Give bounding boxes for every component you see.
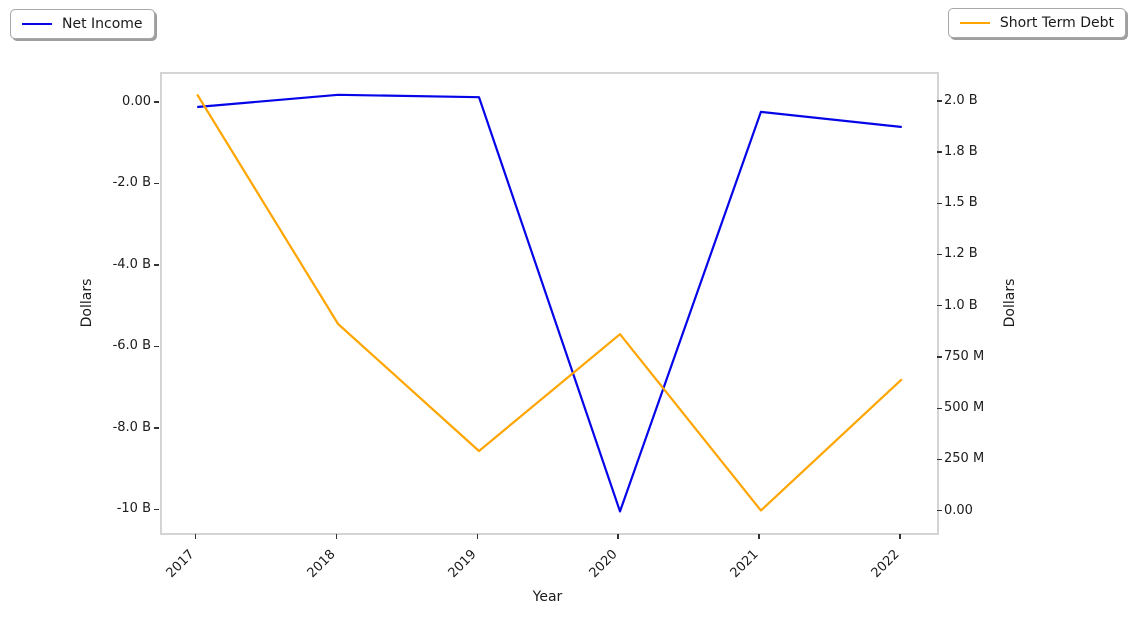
ytick-right-label: 500 M (944, 400, 985, 416)
xtick-mark (194, 534, 197, 539)
xtick-label: 2017 (163, 547, 198, 582)
xtick-mark (617, 534, 619, 539)
net-income-line (197, 93, 902, 513)
ytick-right-label: 1.8 B (944, 143, 978, 159)
ytick-right-label: 1.0 B (944, 297, 978, 313)
xtick-mark (899, 534, 901, 539)
ytick-right-label: 2.0 B (944, 92, 978, 108)
xtick-label: 2021 (727, 547, 762, 582)
ytick-left-mark (154, 345, 159, 348)
ytick-right-label: 250 M (944, 451, 985, 467)
line-chart-canvas (196, 93, 903, 513)
xtick-mark (758, 534, 760, 539)
xtick-label: 2022 (868, 547, 903, 582)
ytick-left-mark (154, 264, 159, 266)
legend-short-term-debt: Short Term Debt (947, 8, 1126, 38)
ytick-right-mark (937, 202, 942, 205)
ytick-left-mark (154, 182, 159, 185)
ytick-right-label: 1.2 B (944, 246, 978, 262)
xtick-label: 2018 (304, 547, 339, 582)
ytick-right-mark (937, 510, 942, 512)
xtick-mark (335, 534, 338, 539)
y-axis-label-left: Dollars (79, 278, 95, 328)
ytick-right-label: 750 M (944, 348, 985, 364)
legend-net-income-label: Net Income (62, 16, 143, 32)
y-axis-label-right: Dollars (1002, 278, 1018, 328)
xtick-label: 2019 (445, 547, 480, 582)
x-axis-label: Year (532, 589, 563, 605)
net-income-line-swatch (22, 23, 52, 25)
short-term-debt-line (196, 93, 903, 512)
ytick-right-mark (937, 458, 942, 461)
ytick-right-mark (937, 100, 942, 102)
ytick-right-mark (937, 305, 942, 307)
plot-area (160, 72, 939, 535)
ytick-left-label: -4.0 B (112, 256, 151, 272)
ytick-left-label: -10 B (116, 501, 151, 517)
ytick-left-label: -6.0 B (112, 338, 151, 354)
legend-net-income: Net Income (10, 9, 155, 39)
ytick-left-label: 0.00 (122, 93, 151, 109)
ytick-left-mark (154, 101, 159, 103)
ytick-right-label: 0.00 (944, 502, 973, 518)
short-term-debt-line-swatch (959, 22, 990, 24)
legend-short-term-debt-label: Short Term Debt (999, 15, 1114, 31)
ytick-left-mark (154, 427, 159, 429)
ytick-right-label: 1.5 B (944, 195, 978, 211)
ytick-right-mark (937, 253, 942, 256)
ytick-left-label: -8.0 B (112, 419, 151, 435)
ytick-left-label: -2.0 B (112, 175, 151, 191)
ytick-right-mark (937, 356, 942, 358)
ytick-right-mark (937, 407, 942, 409)
xtick-mark (476, 534, 478, 539)
ytick-right-mark (937, 151, 942, 153)
ytick-left-mark (154, 508, 159, 511)
